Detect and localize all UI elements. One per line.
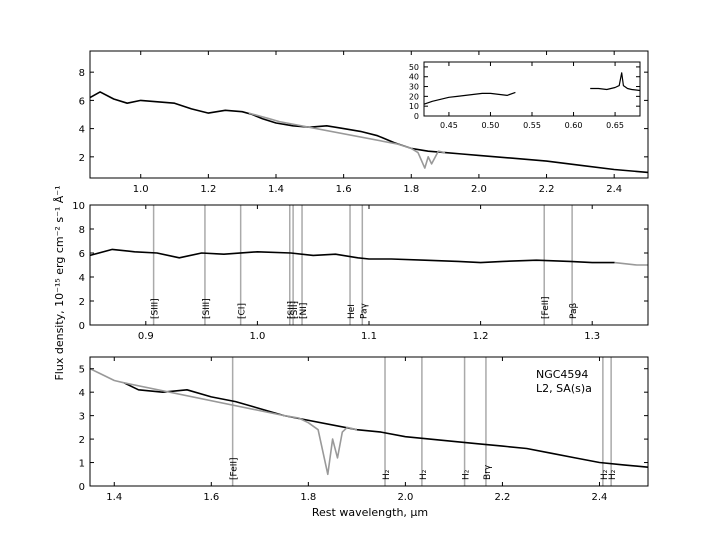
inset-xtick-label-1: 0.50 xyxy=(482,121,500,130)
top-frame xyxy=(89,50,649,179)
middle-line-label-7: Paγ xyxy=(359,302,369,319)
top-xtick-label-0: 1.0 xyxy=(133,184,149,195)
bottom-xtick-label-5: 2.4 xyxy=(592,492,608,503)
middle-line-label-8: [FeII] xyxy=(541,296,551,319)
bottom-ytick-label-5: 5 xyxy=(79,365,85,376)
middle-xtick-label-0: 0.9 xyxy=(138,331,154,342)
top-ytick-label-3: 8 xyxy=(79,68,85,79)
top-series-1 xyxy=(248,112,446,169)
inset-xtick-label-3: 0.60 xyxy=(565,121,583,130)
legend-galaxy-class: L2, SA(s)a xyxy=(536,382,592,395)
middle-panel: [SIII] [SIII] [CI] [SII][SII][NI] HeI Paγ [FeI… xyxy=(72,201,649,342)
inset-ytick-label-3: 30 xyxy=(409,83,419,92)
middle-xtick-label-4: 1.3 xyxy=(584,331,600,342)
inset-ytick-label-5: 50 xyxy=(409,63,419,72)
bottom-ytick-label-1: 1 xyxy=(79,459,85,470)
bottom-line-label-6: H₂ xyxy=(608,469,618,480)
bottom-ytick-label-0: 0 xyxy=(79,482,85,493)
bottom-xtick-label-1: 1.6 xyxy=(203,492,219,503)
top-xtick-label-4: 1.8 xyxy=(403,184,419,195)
middle-line-label-0: [SIII] xyxy=(151,298,161,319)
middle-line-label-2: [CI] xyxy=(238,303,248,319)
bottom-xtick-label-2: 1.8 xyxy=(300,492,316,503)
bottom-ytick-label-4: 4 xyxy=(79,388,85,399)
inset-xtick-label-4: 0.65 xyxy=(606,121,624,130)
top-ytick-label-1: 4 xyxy=(79,125,85,136)
middle-ytick-label-4: 8 xyxy=(79,225,85,236)
top-xtick-label-1: 1.2 xyxy=(200,184,216,195)
top-xtick-label-3: 1.6 xyxy=(336,184,352,195)
middle-ytick-label-5: 10 xyxy=(72,201,85,212)
middle-xtick-label-1: 1.0 xyxy=(249,331,265,342)
middle-xtick-label-3: 1.2 xyxy=(473,331,489,342)
inset-ytick-label-4: 40 xyxy=(409,73,419,82)
middle-line-label-9: Paβ xyxy=(569,302,579,319)
inset-xtick-label-0: 0.45 xyxy=(440,121,458,130)
bottom-xtick-label-3: 2.0 xyxy=(397,492,413,503)
inset-series-0 xyxy=(423,91,516,105)
bottom-line-label-5: H₂ xyxy=(600,469,610,480)
middle-line-label-6: HeI xyxy=(347,304,357,319)
top-xtick-label-5: 2.0 xyxy=(471,184,487,195)
bottom-ytick-label-3: 3 xyxy=(79,412,85,423)
top-ytick-label-0: 2 xyxy=(79,153,85,164)
middle-line-label-4: [SII] xyxy=(290,301,300,319)
middle-xtick-label-2: 1.1 xyxy=(361,331,377,342)
middle-line-label-1: [SIII] xyxy=(202,298,212,319)
bottom-line-label-2: H₂ xyxy=(419,469,429,480)
middle-ytick-label-1: 2 xyxy=(79,297,85,308)
bottom-xtick-label-0: 1.4 xyxy=(106,492,122,503)
inset-ytick-label-0: 0 xyxy=(414,112,419,121)
middle-series-1 xyxy=(614,261,648,266)
bottom-series-0 xyxy=(123,382,649,468)
top-xtick-label-6: 2.2 xyxy=(539,184,555,195)
top-xtick-label-7: 2.4 xyxy=(606,184,622,195)
bottom-line-label-0: [FeII] xyxy=(230,457,240,480)
inset-xtick-label-2: 0.55 xyxy=(523,121,541,130)
top-series-0 xyxy=(89,91,649,174)
bottom-xtick-label-4: 2.2 xyxy=(494,492,510,503)
middle-ytick-label-2: 4 xyxy=(79,273,85,284)
bottom-frame xyxy=(89,356,649,487)
middle-line-label-3: [SII] xyxy=(287,301,297,319)
bottom-line-label-4: Brγ xyxy=(483,464,493,480)
bottom-line-label-1: H₂ xyxy=(382,469,392,480)
inset-series-1 xyxy=(590,72,641,92)
middle-ytick-label-3: 6 xyxy=(79,249,85,260)
bottom-line-label-3: H₂ xyxy=(462,469,472,480)
y-axis-title: Flux density, 10⁻¹⁵ erg cm⁻² s⁻¹ Å⁻¹ xyxy=(53,185,66,380)
x-axis-title: Rest wavelength, μm xyxy=(312,506,428,519)
inset-ytick-label-1: 10 xyxy=(409,102,419,111)
top-ytick-label-2: 6 xyxy=(79,96,85,107)
inset-ytick-label-2: 20 xyxy=(409,92,419,101)
bottom-series-1 xyxy=(89,367,358,476)
middle-series-0 xyxy=(89,248,615,264)
top-panel: 1.0 1.2 1.4 1.6 1.8 2.0 2.2 2.4 2 4 6 8 xyxy=(79,50,649,195)
middle-line-label-5: [NI] xyxy=(299,303,309,319)
middle-ytick-label-0: 0 xyxy=(79,321,85,332)
bottom-ytick-label-2: 2 xyxy=(79,435,85,446)
top-xtick-label-2: 1.4 xyxy=(268,184,284,195)
legend-galaxy-name: NGC4594 xyxy=(536,368,588,381)
